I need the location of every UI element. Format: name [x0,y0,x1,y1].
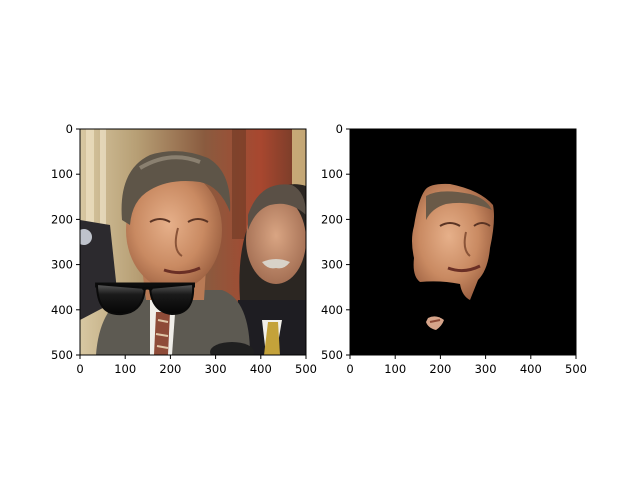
x-tick-label: 500 [295,362,317,376]
right-masked-image [350,129,576,355]
y-tick-label: 100 [51,167,73,181]
x-tick-label: 0 [76,362,83,376]
x-tick-label: 300 [205,362,227,376]
right-axes-frame [349,128,577,356]
sunglasses-overlay [95,282,195,316]
y-tick-label: 300 [51,258,73,272]
left-axes-frame [79,128,307,356]
y-tick-label: 0 [336,122,343,136]
left-photo-image [80,129,306,355]
y-tick-label: 500 [321,348,343,362]
y-tick-label: 300 [321,258,343,272]
x-tick-label: 500 [565,362,587,376]
y-tick-label: 400 [51,303,73,317]
x-tick-label: 100 [384,362,406,376]
x-tick-label: 300 [475,362,497,376]
x-tick-label: 0 [346,362,353,376]
y-tick-label: 200 [51,212,73,226]
y-tick-label: 200 [321,212,343,226]
y-tick-label: 400 [321,303,343,317]
x-tick-label: 200 [429,362,451,376]
y-tick-label: 0 [66,122,73,136]
x-tick-label: 400 [250,362,272,376]
x-tick-label: 200 [159,362,181,376]
x-tick-label: 400 [520,362,542,376]
y-tick-label: 500 [51,348,73,362]
y-tick-label: 100 [321,167,343,181]
x-tick-label: 100 [114,362,136,376]
